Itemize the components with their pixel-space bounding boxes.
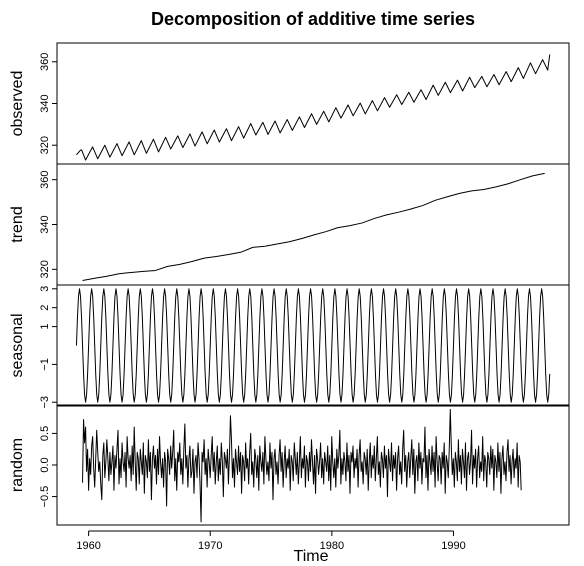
panel-frame-seasonal — [56, 284, 570, 407]
x-axis-label: Time — [294, 548, 329, 565]
y-tick-label-seasonal: 3 — [39, 286, 51, 292]
x-tick-label: 1990 — [441, 540, 465, 552]
y-tick-label-observed: 360 — [39, 53, 51, 71]
y-tick-label-seasonal: 1 — [39, 324, 51, 330]
y-tick-label-observed: 340 — [39, 94, 51, 112]
y-axis-label-seasonal: seasonal — [9, 313, 26, 377]
y-axis-label-random: random — [9, 438, 26, 492]
panel-observed: 320 340 360 observed — [9, 42, 570, 165]
y-tick-label-random: 0.5 — [39, 426, 51, 441]
series-line-random — [82, 408, 522, 523]
y-tick-label-seasonal: −3 — [39, 396, 51, 409]
y-tick-label-trend: 360 — [39, 171, 51, 189]
y-tick-label-trend: 340 — [39, 215, 51, 233]
panel-frame-observed — [56, 42, 570, 165]
x-tick-label: 1980 — [320, 540, 344, 552]
series-line-trend — [82, 172, 545, 282]
y-tick-label-random: 0.0 — [39, 457, 51, 472]
chart-title: Decomposition of additive time series — [151, 9, 475, 29]
panel-seasonal: −3 −1 1 2 3 seasonal — [9, 284, 570, 409]
y-tick-label-random: −0.5 — [39, 486, 51, 508]
series-line-observed — [76, 54, 551, 161]
panels: 320 340 360 observed 320 340 360 trend −3 −1 1 2 3 se… — [9, 42, 570, 526]
x-tick-label: 1970 — [198, 540, 222, 552]
panel-trend: 320 340 360 trend — [9, 163, 570, 286]
y-axis-label-trend: trend — [9, 206, 26, 242]
panel-random: −0.5 0.0 0.5 random — [9, 404, 570, 526]
y-tick-label-seasonal: 2 — [39, 305, 51, 311]
y-axis-label-observed: observed — [9, 71, 26, 137]
y-tick-label-trend: 320 — [39, 260, 51, 278]
series-line-seasonal — [75, 288, 551, 403]
x-tick-label: 1960 — [76, 540, 100, 552]
y-tick-label-observed: 320 — [39, 136, 51, 154]
y-tick-label-seasonal: −1 — [39, 358, 51, 371]
panel-frame-trend — [56, 163, 570, 286]
x-axis: 1960 1970 1980 1990 — [76, 530, 466, 552]
